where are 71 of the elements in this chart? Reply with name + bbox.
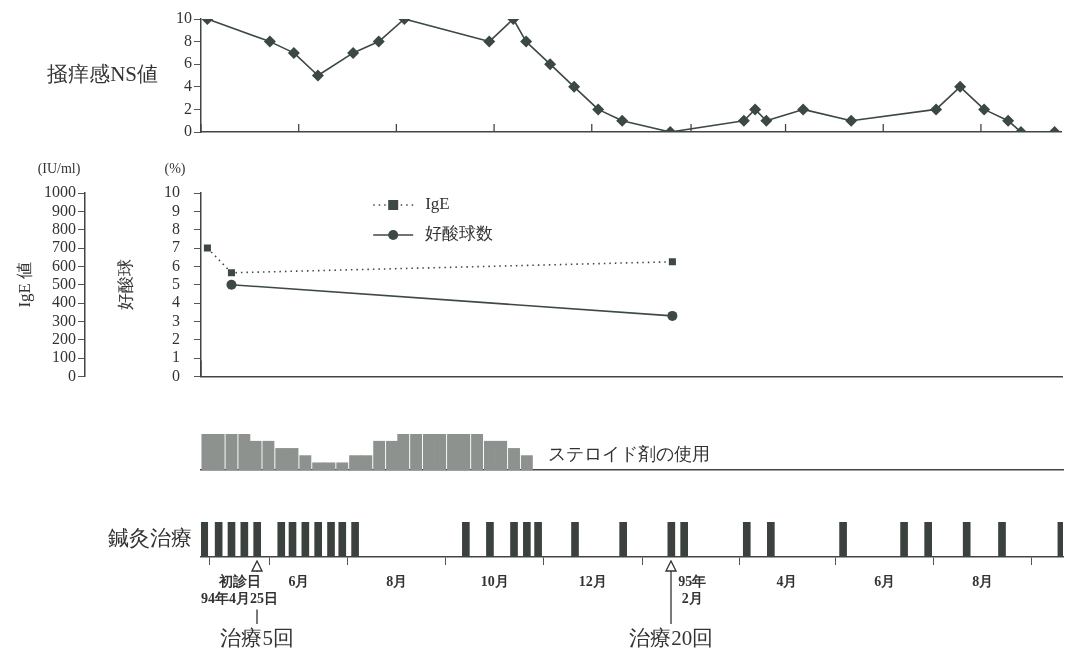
y-tick-label: 0: [184, 122, 192, 140]
y-tick-label: 400: [52, 293, 76, 311]
y-tick-label: 2: [184, 99, 192, 117]
y-tick-label: 800: [52, 219, 76, 237]
y-axis-title: IgE 値: [15, 261, 35, 308]
y-tick-label: 8: [184, 31, 192, 49]
y-axis-title: 掻痒感NS値: [47, 62, 158, 87]
y2-tick-label: 2: [172, 329, 180, 347]
point: [797, 103, 810, 116]
y2-tick-label: 6: [172, 256, 180, 274]
x-tick-label: 初診日 94年4月25日: [201, 573, 279, 606]
y-tick-label: 500: [52, 274, 76, 292]
point: [203, 244, 211, 252]
point: [347, 46, 360, 59]
y2-tick-label: 3: [172, 311, 180, 329]
legend-label: 好酸球数: [425, 224, 494, 244]
y2-axis-title: 好酸球: [116, 259, 136, 311]
x-tick-label: 4月: [776, 574, 798, 590]
y-tick-label: 600: [52, 256, 76, 274]
y-tick-label: 4: [184, 77, 192, 94]
y-tick-label: 6: [184, 54, 192, 72]
point: [668, 258, 676, 266]
x-tick-label: 6月: [288, 574, 310, 590]
y-tick-label: 200: [52, 329, 76, 347]
x-tick-label: 12月: [578, 574, 607, 590]
y2-tick-label: 8: [172, 219, 180, 237]
point: [1002, 114, 1015, 127]
y2-tick-label: 7: [172, 238, 180, 256]
y-axis-title: 鍼灸治療: [108, 526, 192, 551]
point: [978, 103, 991, 116]
y-tick-label: 300: [52, 311, 76, 329]
point: [263, 35, 276, 48]
x-tick-label: 6月: [874, 574, 896, 590]
x-tick-label: 8月: [972, 574, 994, 590]
point: [616, 114, 629, 127]
point: [760, 114, 773, 127]
y-tick-label: 1000: [44, 183, 76, 201]
y2-tick-label: 4: [172, 293, 180, 311]
y2-tick-label: 1: [172, 348, 180, 366]
point: [930, 103, 943, 116]
point: [592, 103, 605, 116]
legend-label: IgE: [425, 194, 450, 214]
point: [749, 103, 762, 116]
y2-tick-label: 9: [172, 201, 180, 219]
point: [311, 69, 324, 82]
annotation: 治療20回: [629, 625, 714, 650]
y-tick-label: 900: [52, 201, 76, 219]
y-tick-label: 100: [52, 348, 76, 366]
text: (IU/ml): [37, 160, 81, 177]
point: [287, 46, 300, 59]
point: [227, 269, 235, 277]
y-tick-label: 700: [52, 238, 76, 256]
x-tick-label: 10月: [480, 574, 509, 590]
x-tick-label: 8月: [386, 574, 408, 590]
x-tick-label: 95年 2月: [678, 574, 707, 606]
y2-tick-label: 0: [172, 366, 180, 384]
y2-tick-label: 5: [172, 274, 180, 292]
text: (%): [164, 160, 186, 177]
point: [568, 80, 581, 93]
annotation: ステロイド剤の使用: [548, 443, 711, 464]
point: [845, 114, 858, 127]
y-tick-label: 10: [176, 9, 192, 27]
annotation: 治療5回: [220, 625, 294, 650]
point: [544, 58, 557, 71]
point: [520, 35, 533, 48]
point: [954, 80, 967, 93]
point: [372, 35, 385, 48]
y2-tick-label: 10: [164, 183, 180, 201]
y-tick-label: 0: [68, 366, 76, 384]
point: [483, 35, 496, 48]
point: [737, 114, 750, 127]
